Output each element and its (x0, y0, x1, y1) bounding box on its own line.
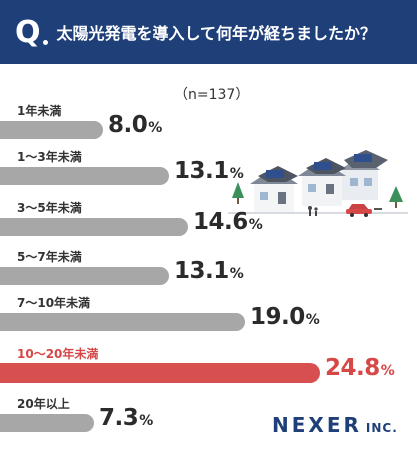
value-label: 8.0% (108, 112, 162, 138)
header-banner: Q 太陽光発電を導入して何年が経ちましたか？ (0, 0, 417, 64)
value-unit: % (229, 266, 244, 282)
bar (0, 167, 169, 185)
value-label: 19.0% (250, 304, 320, 330)
value-number: 13.1 (174, 158, 229, 184)
value-label: 13.1% (174, 158, 244, 184)
category-label: 20年以上 (17, 397, 70, 411)
category-label: 1〜3年未満 (17, 150, 82, 164)
value-number: 24.8 (325, 355, 380, 381)
bar (0, 218, 188, 236)
value-label: 14.6% (193, 209, 263, 235)
value-unit: % (148, 120, 163, 136)
value-label: 13.1% (174, 258, 244, 284)
question-title: 太陽光発電を導入して何年が経ちましたか？ (56, 24, 377, 43)
nexer-logo: NEXER INC. (272, 413, 398, 437)
category-label: 3〜5年未満 (17, 201, 82, 215)
value-unit: % (380, 363, 395, 379)
value-number: 14.6 (193, 209, 248, 235)
value-unit: % (229, 166, 244, 182)
q-dot (42, 39, 48, 45)
bar (0, 414, 94, 432)
bar (0, 363, 320, 383)
category-label: 10〜20年未満 (17, 347, 99, 361)
value-number: 19.0 (250, 304, 305, 330)
category-label: 1年未満 (17, 104, 62, 118)
houses-illustration-icon (228, 150, 408, 217)
value-unit: % (248, 217, 263, 233)
value-unit: % (139, 413, 154, 429)
sample-size-note: （n=137） (174, 87, 250, 103)
value-label: 24.8% (325, 355, 395, 381)
bar (0, 121, 103, 139)
q-mark: Q (15, 15, 48, 50)
bar (0, 313, 245, 331)
value-number: 7.3 (99, 405, 139, 431)
value-number: 13.1 (174, 258, 229, 284)
value-number: 8.0 (108, 112, 148, 138)
bar (0, 267, 169, 285)
category-label: 7〜10年未満 (17, 296, 91, 310)
value-label: 7.3% (99, 405, 153, 431)
value-unit: % (305, 312, 320, 328)
category-label: 5〜7年未満 (17, 250, 82, 264)
